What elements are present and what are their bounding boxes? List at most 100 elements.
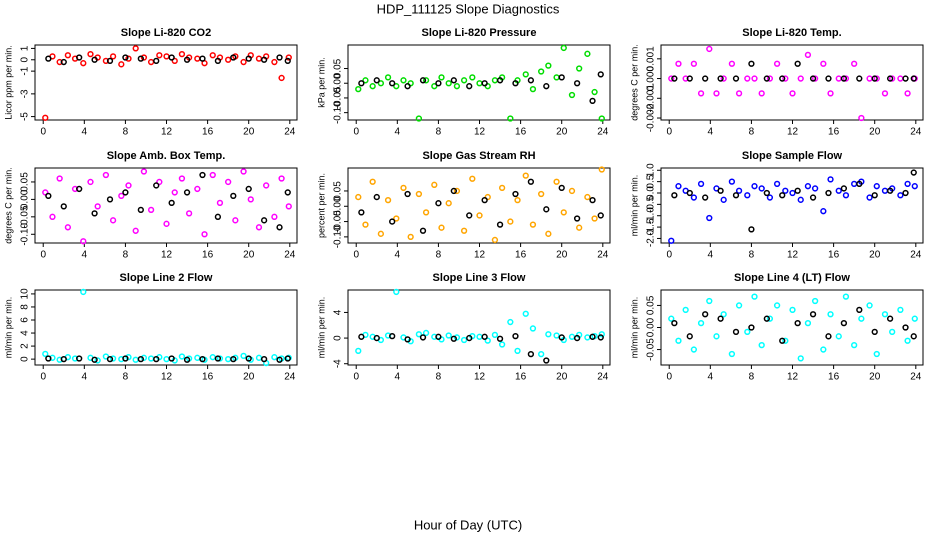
- y-tick-label: 1: [20, 45, 31, 51]
- x-tick-label: 0: [353, 127, 359, 138]
- plot-frame: [660, 44, 924, 121]
- point: [355, 193, 362, 201]
- point: [866, 75, 873, 82]
- point: [512, 190, 519, 198]
- point: [842, 192, 850, 199]
- point: [794, 187, 801, 194]
- x-tick-label: 0: [353, 250, 359, 261]
- point: [147, 206, 155, 214]
- point: [910, 75, 917, 82]
- y-tick-label: 0: [20, 356, 31, 362]
- point: [355, 347, 362, 355]
- point: [400, 77, 407, 84]
- point: [851, 60, 858, 67]
- point: [527, 77, 535, 84]
- x-tick-label: 0: [666, 372, 672, 383]
- point: [481, 80, 488, 87]
- x-tick-label: 16: [202, 127, 214, 138]
- point: [76, 355, 83, 362]
- point: [766, 75, 774, 82]
- point: [168, 54, 175, 61]
- y-tick-label: -1: [20, 66, 31, 75]
- point: [171, 57, 178, 65]
- y-tick-label: -4: [333, 359, 344, 368]
- point: [529, 85, 537, 93]
- point: [64, 52, 72, 59]
- point: [527, 350, 535, 358]
- point: [598, 166, 605, 173]
- panel-title: Slope Line 3 Flow: [433, 272, 526, 284]
- point: [545, 230, 552, 237]
- y-tick-label: 0.000: [646, 66, 657, 91]
- y-axis-label: ml/min per min.: [629, 297, 639, 359]
- point: [106, 196, 114, 203]
- x-tick-label: 12: [474, 372, 486, 383]
- y-tick-label: 0.00: [646, 317, 657, 337]
- x-tick-label: 4: [82, 372, 88, 383]
- point: [789, 189, 796, 197]
- point: [748, 226, 755, 233]
- point: [732, 75, 740, 82]
- point: [122, 355, 129, 362]
- point: [460, 227, 468, 234]
- y-tick-label: -0.10: [333, 101, 344, 124]
- point: [132, 227, 139, 234]
- y-tick-label: 0.0: [646, 186, 657, 200]
- x-tick-label: 20: [869, 372, 881, 383]
- point: [809, 75, 817, 82]
- y-tick-label: 0.001: [646, 46, 657, 71]
- point: [232, 217, 239, 224]
- point: [827, 176, 834, 183]
- point: [573, 215, 581, 222]
- point: [132, 356, 139, 363]
- y-tick-label: 0.00: [20, 189, 31, 209]
- point: [732, 192, 740, 199]
- point: [589, 196, 596, 204]
- point: [435, 80, 442, 87]
- y-tick-label: 1.0: [646, 163, 657, 177]
- y-tick-label: -0.05: [20, 205, 31, 228]
- point: [484, 337, 491, 344]
- point: [576, 224, 583, 231]
- point: [178, 50, 186, 58]
- y-tick-label: -0.05: [333, 210, 344, 233]
- point: [897, 75, 904, 82]
- point: [373, 193, 380, 201]
- point: [373, 334, 380, 342]
- x-tick-label: 20: [243, 372, 255, 383]
- point: [512, 333, 519, 340]
- point: [404, 83, 411, 90]
- point: [419, 77, 427, 84]
- point: [858, 315, 865, 322]
- point: [450, 335, 457, 342]
- point: [60, 203, 67, 210]
- point: [194, 185, 201, 193]
- point: [400, 184, 407, 192]
- point: [794, 60, 801, 67]
- point: [91, 56, 98, 63]
- point: [498, 184, 506, 192]
- point: [163, 220, 170, 227]
- point: [147, 58, 155, 66]
- x-tick-label: 24: [910, 250, 922, 261]
- y-axis-label: kPa per min.: [316, 57, 326, 108]
- y-tick-label: -0.05: [646, 338, 657, 361]
- point: [717, 315, 724, 322]
- point: [889, 75, 896, 82]
- x-tick-label: 16: [828, 127, 840, 138]
- point: [450, 187, 457, 195]
- point: [553, 74, 560, 81]
- x-tick-label: 0: [666, 127, 672, 138]
- point: [842, 75, 850, 82]
- point: [840, 185, 848, 192]
- x-tick-label: 24: [597, 127, 609, 138]
- point: [702, 311, 709, 318]
- point: [230, 54, 237, 61]
- point: [911, 315, 918, 322]
- point: [91, 210, 98, 217]
- point: [276, 54, 283, 61]
- point: [717, 75, 724, 82]
- point: [545, 331, 552, 338]
- point: [779, 337, 786, 344]
